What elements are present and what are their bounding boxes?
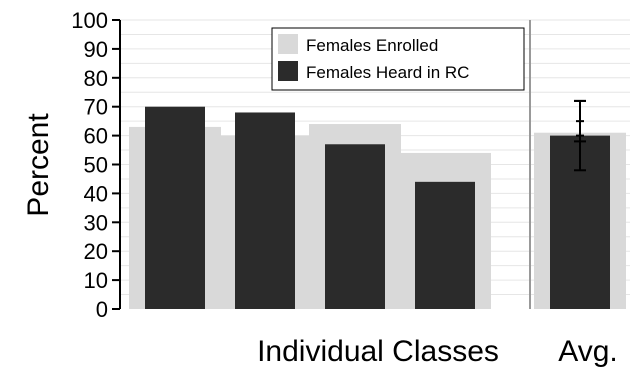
axes — [112, 19, 531, 310]
bars — [129, 106, 626, 310]
y-tick-label-20: 20 — [84, 239, 108, 264]
y-tick-label-40: 40 — [84, 181, 108, 206]
y-tick-label-100: 100 — [71, 8, 108, 33]
y-tick-label-30: 30 — [84, 210, 108, 235]
y-tick-label-80: 80 — [84, 66, 108, 91]
y-tick-labels: 0 10 20 30 40 50 60 70 80 90 100 — [71, 8, 108, 322]
error-bar-females-enrolled-avg — [574, 99, 586, 143]
y-tick-label-50: 50 — [84, 153, 108, 178]
y-tick-label-60: 60 — [84, 124, 108, 149]
x-group-label-individual-classes: Individual Classes — [257, 335, 499, 368]
legend-label-females-heard-in-rc: Females Heard in RC — [306, 63, 469, 82]
legend-swatch-females-heard-in-rc — [278, 61, 298, 81]
x-group-label-avg: Avg. — [558, 335, 618, 368]
y-tick-label-0: 0 — [96, 297, 108, 322]
y-tick-label-90: 90 — [84, 37, 108, 62]
legend-label-females-enrolled: Females Enrolled — [306, 36, 438, 55]
bar-females-heard-in-rc-4 — [415, 181, 475, 309]
legend-box — [271, 27, 525, 91]
legend: Females Enrolled Females Heard in RC — [271, 27, 525, 91]
bar-females-heard-in-rc-1 — [145, 106, 205, 309]
y-tick-label-70: 70 — [84, 95, 108, 120]
error-bars — [574, 99, 586, 172]
legend-swatch-females-enrolled — [278, 34, 298, 54]
y-axis-title: Percent — [22, 113, 55, 217]
bar-females-heard-in-rc-3 — [325, 144, 385, 309]
y-tick-label-10: 10 — [84, 268, 108, 293]
bar-females-heard-in-rc-2 — [235, 112, 295, 309]
